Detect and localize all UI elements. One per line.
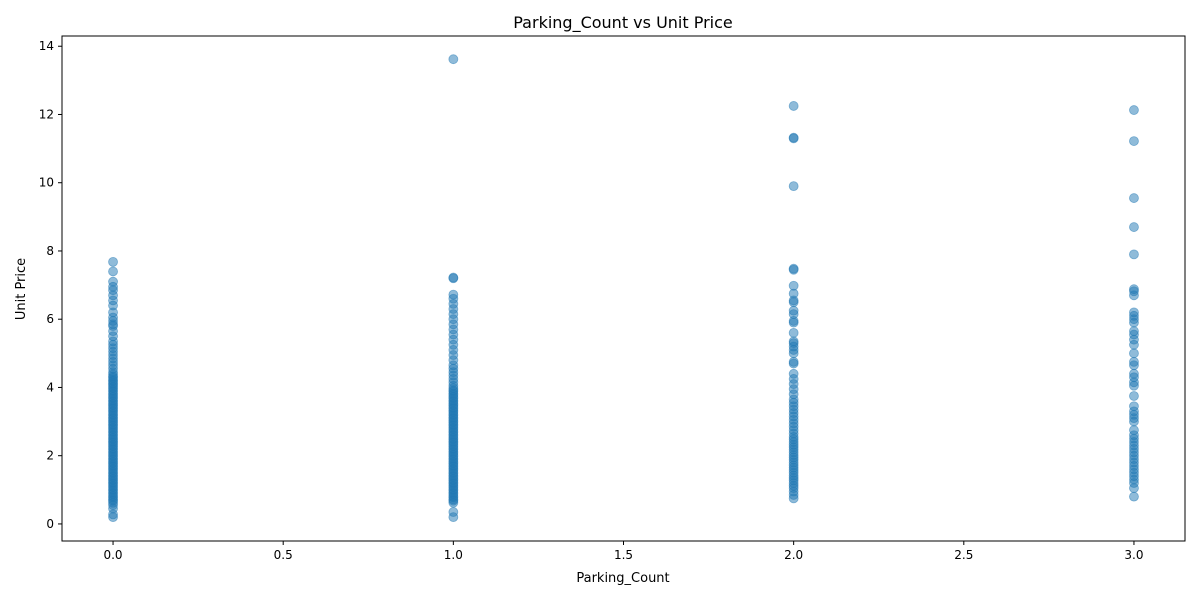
scatter-point	[1129, 401, 1139, 412]
y-tick-label: 14	[39, 39, 54, 53]
scatter-point	[448, 289, 459, 300]
scatter-point	[108, 266, 118, 277]
x-tick-label: 2.0	[784, 548, 803, 562]
x-axis: 0.0 0.5 1.0 1.5 2.0 2.5 3.0	[103, 541, 1144, 562]
plot-area-frame	[61, 35, 1186, 542]
scatter-point	[788, 101, 799, 111]
x-tick-label: 1.5	[614, 548, 633, 562]
chart-title: Parking_Count vs Unit Price	[513, 13, 733, 33]
scatter-point	[448, 507, 459, 517]
scatter-point	[1129, 368, 1139, 379]
scatter-point	[788, 132, 799, 143]
scatter-point	[108, 276, 118, 287]
x-tick-label: 0.0	[103, 548, 122, 562]
scatter-point	[788, 305, 799, 316]
scatter-point	[1129, 326, 1139, 337]
scatter-point	[1129, 356, 1139, 367]
scatter-point	[1129, 348, 1139, 359]
y-tick-label: 8	[46, 244, 54, 258]
y-axis-label: Unit Price	[14, 258, 29, 320]
scatter-point	[1129, 284, 1139, 295]
scatter-point	[108, 256, 118, 267]
y-tick-label: 12	[39, 107, 54, 121]
y-tick-label: 10	[39, 176, 54, 190]
x-axis-label: Parking_Count	[576, 571, 669, 586]
y-tick-label: 2	[46, 449, 54, 463]
scatter-point	[1129, 425, 1139, 436]
scatter-point	[788, 181, 799, 192]
scatter-point	[788, 368, 799, 379]
scatter-point	[448, 272, 459, 283]
y-tick-label: 6	[46, 312, 54, 326]
scatter-point	[1129, 136, 1139, 146]
x-tick-label: 2.5	[954, 548, 973, 562]
scatter-point	[1129, 222, 1139, 232]
scatter-point	[1129, 193, 1139, 203]
scatter-point	[1129, 307, 1139, 318]
x-tick-label: 3.0	[1124, 548, 1143, 562]
scatter-point	[788, 280, 799, 291]
y-axis: 0 2 4 6 8 10 12 14	[39, 39, 62, 531]
x-tick-label: 0.5	[274, 548, 293, 562]
data-points	[108, 54, 1139, 523]
x-tick-label: 1.0	[444, 548, 463, 562]
scatter-point	[788, 263, 799, 274]
scatter-point	[788, 356, 799, 367]
scatter-point	[1129, 249, 1139, 260]
scatter-point	[1129, 105, 1139, 115]
y-tick-label: 4	[46, 380, 54, 394]
scatter-point	[1129, 491, 1139, 502]
scatter-point	[448, 54, 459, 65]
y-tick-label: 0	[46, 517, 54, 531]
scatter-point	[1129, 391, 1139, 401]
scatter-point	[788, 336, 799, 347]
scatter-point	[788, 327, 799, 338]
